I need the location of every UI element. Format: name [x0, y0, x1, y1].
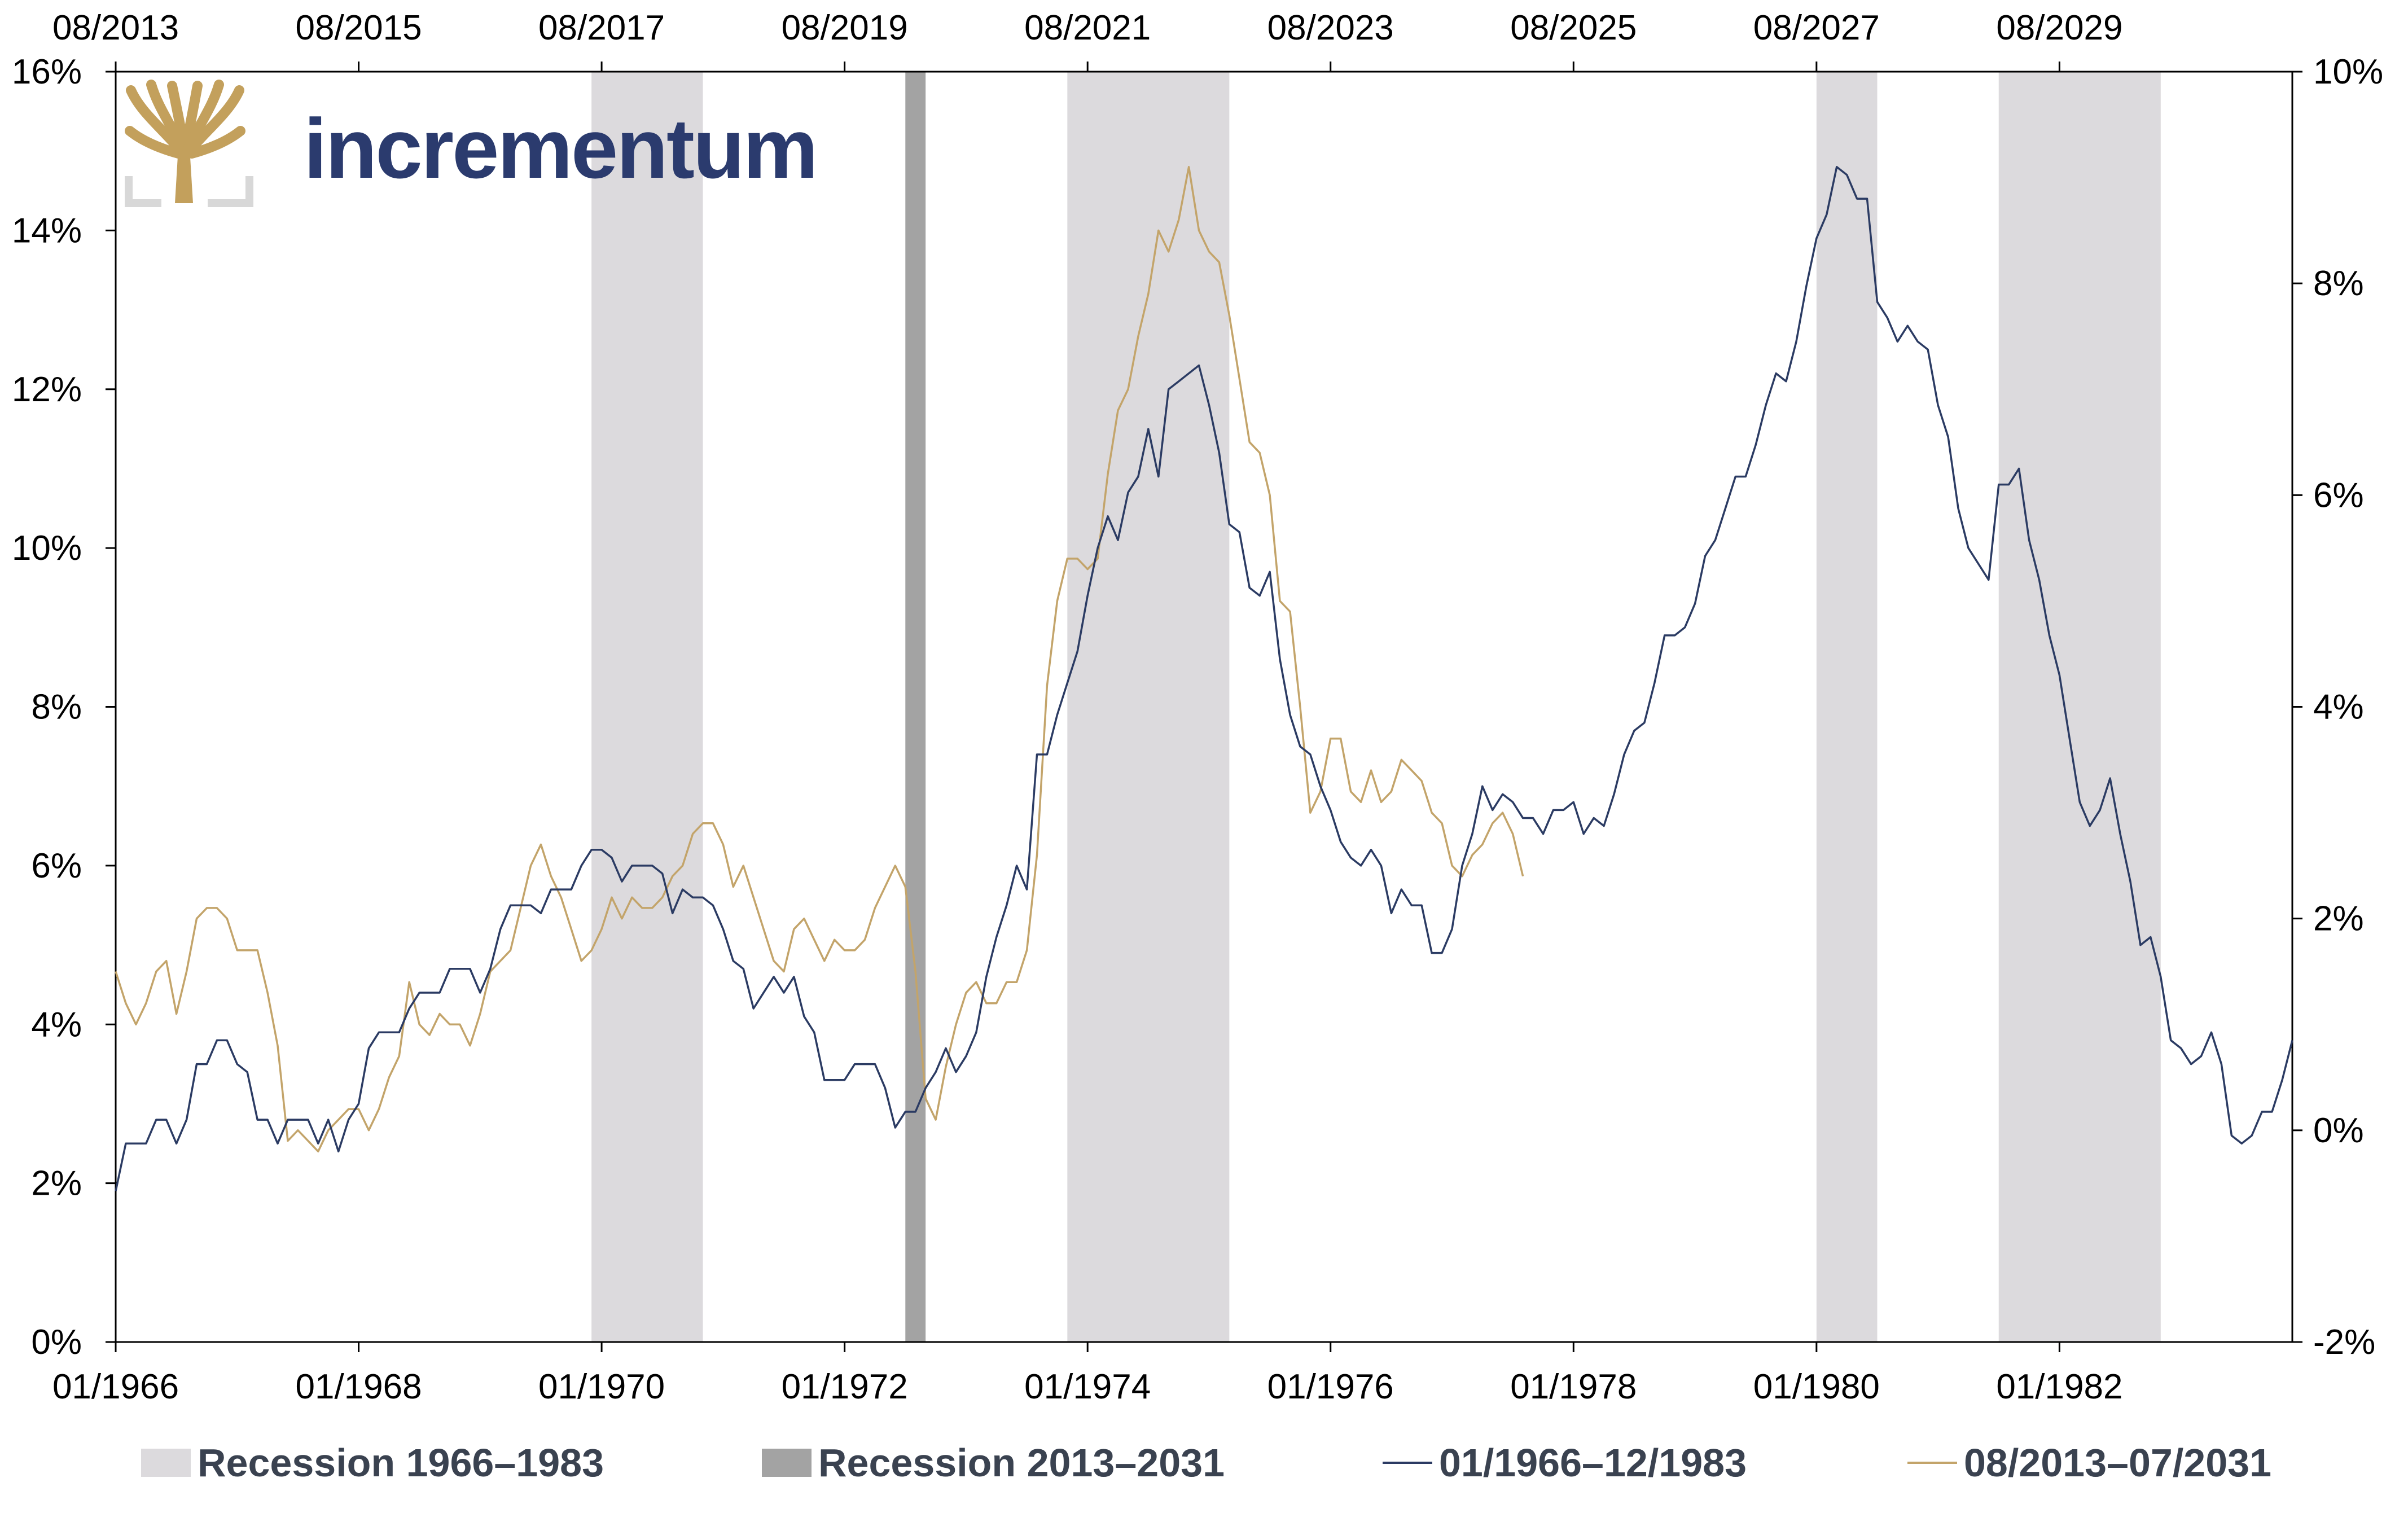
left-tick-label: 16%	[12, 52, 82, 91]
logo-text: incrementum	[304, 101, 817, 196]
legend-swatch	[141, 1449, 191, 1477]
recession-band-2013	[905, 72, 926, 1342]
right-tick-label: -2%	[2313, 1323, 2375, 1362]
top-tick-label: 08/2013	[52, 8, 179, 47]
tree-branch	[186, 85, 244, 155]
bottom-tick-label: 01/1972	[782, 1367, 908, 1406]
incrementum-logo: incrementum	[125, 80, 818, 207]
top-tick-label: 08/2025	[1510, 8, 1637, 47]
left-tick-label: 10%	[12, 529, 82, 568]
recession-band-1966	[591, 72, 703, 1342]
tree-branch	[146, 80, 187, 153]
bottom-tick-label: 01/1974	[1024, 1367, 1151, 1406]
bottom-tick-label: 01/1982	[1996, 1367, 2122, 1406]
tree-branch	[187, 126, 245, 159]
recession-bands	[591, 72, 2161, 1342]
logo-bracket-right	[208, 176, 253, 207]
tree-branch	[125, 126, 183, 159]
top-tick-label: 08/2015	[295, 8, 422, 47]
top-tick-label: 08/2019	[782, 8, 908, 47]
right-tick-label: 8%	[2313, 264, 2364, 303]
legend-label: Recession 2013–2031	[818, 1441, 1225, 1485]
bottom-tick-label: 01/1970	[538, 1367, 665, 1406]
left-tick-label: 6%	[31, 847, 82, 885]
left-tick-label: 14%	[12, 211, 82, 250]
right-tick-label: 4%	[2313, 688, 2364, 727]
series-line-1966-1983	[115, 166, 2293, 1192]
legend-item: 08/2013–07/2031	[1907, 1441, 2271, 1485]
legend-item: 01/1966–12/1983	[1383, 1441, 1747, 1485]
left-tick-label: 2%	[31, 1164, 82, 1203]
top-tick-label: 08/2021	[1024, 8, 1151, 47]
legend-item: Recession 2013–2031	[762, 1441, 1225, 1485]
legend-label: Recession 1966–1983	[198, 1441, 604, 1485]
legend-swatch	[762, 1449, 812, 1477]
left-tick-label: 4%	[31, 1005, 82, 1044]
top-tick-label: 08/2029	[1996, 8, 2122, 47]
bottom-tick-label: 01/1980	[1753, 1367, 1880, 1406]
left-tick-label: 0%	[31, 1323, 82, 1362]
bottom-tick-label: 01/1978	[1510, 1367, 1637, 1406]
recession-band-1966	[1067, 72, 1230, 1342]
left-tick-label: 12%	[12, 370, 82, 409]
series-line-2013-2031	[115, 166, 1524, 1153]
top-tick-label: 08/2027	[1753, 8, 1880, 47]
recession-band-1966	[1998, 72, 2161, 1342]
legend-label: 08/2013–07/2031	[1964, 1441, 2271, 1485]
right-tick-label: 10%	[2313, 52, 2383, 91]
top-tick-label: 08/2023	[1267, 8, 1394, 47]
left-tick-label: 8%	[31, 688, 82, 727]
tree-branch	[183, 80, 224, 153]
recession-band-1966	[1816, 72, 1878, 1342]
chart-axes: 0% 2% 4% 6% 8% 10% 12% 14% 16% -2% 0% 2% 4% 6% 8% 10% 01…	[12, 8, 2383, 1406]
tree-icon	[125, 80, 253, 207]
legend-label: 01/1966–12/1983	[1439, 1441, 1747, 1485]
bottom-tick-label: 01/1966	[52, 1367, 179, 1406]
top-tick-label: 08/2017	[538, 8, 665, 47]
right-tick-label: 2%	[2313, 900, 2364, 939]
chart-legend: Recession 1966–1983 Recession 2013–2031 01…	[141, 1441, 2271, 1485]
chart-series	[115, 166, 2293, 1192]
bottom-tick-label: 01/1968	[295, 1367, 422, 1406]
logo-bracket-left	[125, 176, 161, 207]
legend-item: Recession 1966–1983	[141, 1441, 604, 1485]
right-tick-label: 0%	[2313, 1111, 2364, 1150]
right-tick-label: 6%	[2313, 476, 2364, 515]
bottom-tick-label: 01/1976	[1267, 1367, 1394, 1406]
tree-trunk	[175, 147, 193, 203]
